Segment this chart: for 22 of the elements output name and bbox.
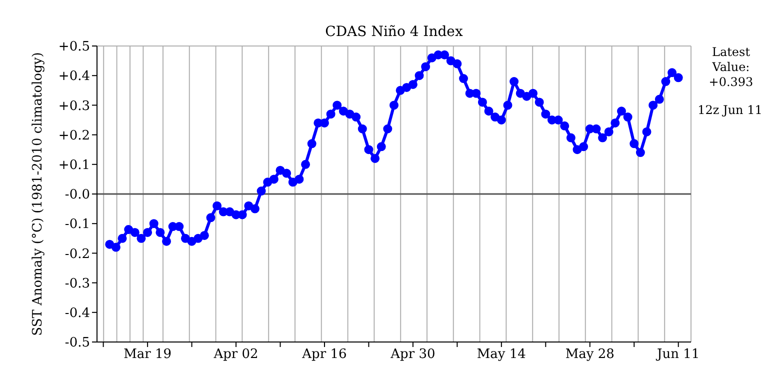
y-tick-label: +0.2: [58, 128, 90, 144]
y-tick-label: +0.1: [58, 158, 90, 174]
x-tick-label: Mar 19: [124, 347, 172, 362]
y-tick-label: +0.5: [58, 40, 90, 55]
x-tick-label: Apr 16: [301, 347, 347, 362]
y-tick-label: -0.5: [64, 336, 90, 351]
x-tick-label: Apr 02: [212, 347, 258, 362]
y-tick-label: -0.2: [64, 246, 90, 262]
y-tick-label: -0.0: [64, 188, 90, 203]
chart-title: CDAS Niño 4 Index: [324, 24, 464, 40]
text: Latest Value: +0.393: [708, 45, 754, 90]
y-axis-title: SST Anomaly (°C) (1981-2010 climatology): [30, 52, 46, 336]
y-tick-label: -0.4: [64, 306, 90, 322]
text: 12z Jun 11: [696, 103, 764, 117]
y-tick-label: +0.3: [58, 98, 90, 114]
y-tick-label: +0.4: [58, 69, 90, 84]
x-tick-label: Apr 30: [390, 347, 436, 362]
y-tick-label: -0.3: [64, 276, 90, 292]
x-tick-label: Jun 11: [655, 347, 700, 362]
y-tick-label: -0.1: [64, 217, 90, 232]
x-tick-label: May 28: [565, 347, 614, 362]
x-tick-label: May 14: [476, 347, 526, 362]
